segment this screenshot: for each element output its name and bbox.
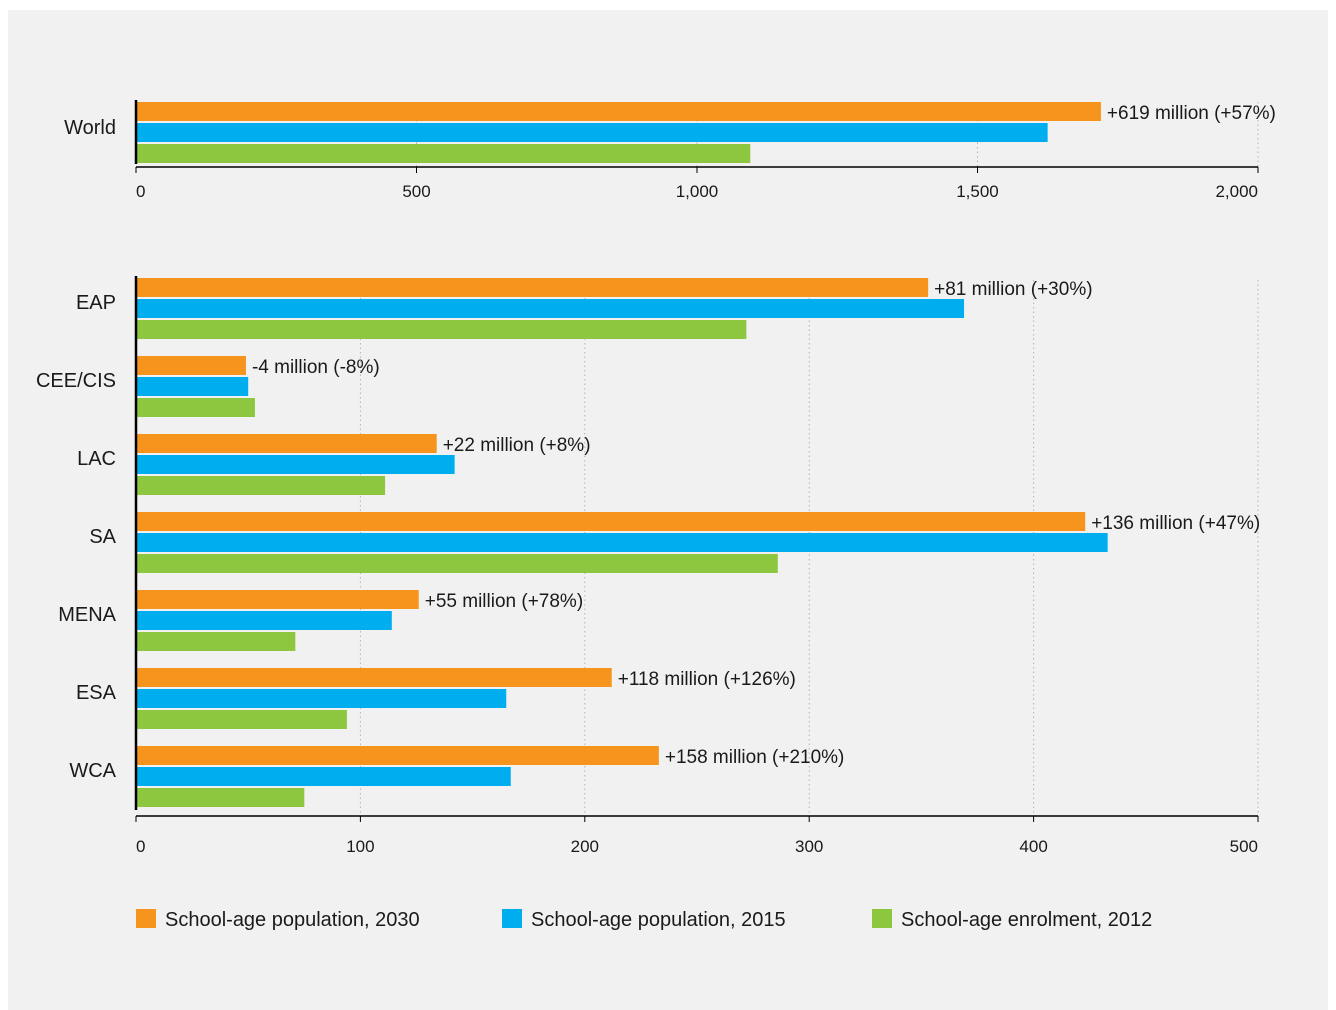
category-label: MENA (58, 604, 116, 626)
bar-school-age-population-2015 (136, 533, 1108, 552)
bar-annotation: +81 million (+30%) (934, 279, 1092, 300)
bar-annotation: -4 million (-8%) (252, 357, 380, 378)
bar-school-age-population-2030 (136, 668, 612, 687)
bar-annotation: +158 million (+210%) (665, 747, 845, 768)
bar-annotation: +55 million (+78%) (425, 591, 583, 612)
bar-school-age-population-2030 (136, 102, 1101, 121)
category-label: EAP (76, 292, 116, 314)
bar-school-age-population-2015 (136, 611, 392, 630)
bar-school-age-population-2015 (136, 689, 507, 708)
bar-school-age-enrolment-2012 (136, 788, 305, 807)
legend-swatch (136, 909, 156, 928)
legend-swatch (872, 909, 892, 928)
chart-panel: World +619 million (+57%) 0 500 1,000 1,500 2,… (8, 10, 1328, 1010)
bar-school-age-enrolment-2012 (136, 632, 296, 651)
category-label: ESA (76, 682, 117, 704)
bar-annotation: +619 million (+57%) (1107, 103, 1276, 124)
category-label: WCA (69, 760, 116, 782)
tick-label: 400 (1019, 837, 1047, 856)
bar-school-age-population-2030 (136, 512, 1086, 531)
bar-school-age-enrolment-2012 (136, 554, 778, 573)
tick-label: 1,500 (956, 182, 999, 201)
category-label: LAC (77, 448, 116, 470)
bar-annotation: +22 million (+8%) (443, 435, 591, 456)
legend-swatch (502, 909, 522, 928)
tick-label: 1,000 (676, 182, 719, 201)
bar-annotation: +136 million (+47%) (1091, 513, 1260, 534)
bar-school-age-population-2030 (136, 356, 246, 375)
tick-label: 500 (1230, 837, 1258, 856)
bar-school-age-enrolment-2012 (136, 320, 747, 339)
bar-school-age-population-2015 (136, 767, 511, 786)
category-label: CEE/CIS (36, 370, 116, 392)
legend-label: School-age population, 2030 (165, 909, 420, 931)
tick-label: 500 (402, 182, 430, 201)
tick-label: 300 (795, 837, 823, 856)
tick-label: 0 (136, 837, 145, 856)
bar-school-age-population-2015 (136, 123, 1048, 142)
bar-school-age-population-2030 (136, 590, 419, 609)
tick-label: 0 (136, 182, 145, 201)
bar-school-age-population-2015 (136, 377, 249, 396)
bar-school-age-enrolment-2012 (136, 144, 751, 163)
bar-school-age-enrolment-2012 (136, 398, 255, 417)
bar-school-age-population-2030 (136, 746, 659, 765)
bar-chart: World +619 million (+57%) 0 500 1,000 1,500 2,… (36, 100, 1276, 931)
legend-label: School-age population, 2015 (531, 909, 786, 931)
bar-school-age-enrolment-2012 (136, 476, 386, 495)
bar-school-age-population-2030 (136, 434, 437, 453)
bar-school-age-population-2015 (136, 299, 965, 318)
bar-school-age-population-2030 (136, 278, 929, 297)
bar-annotation: +118 million (+126%) (618, 669, 796, 690)
legend-label: School-age enrolment, 2012 (901, 909, 1152, 931)
category-label: World (64, 117, 116, 139)
bar-school-age-enrolment-2012 (136, 710, 347, 729)
tick-label: 2,000 (1215, 182, 1258, 201)
tick-label: 100 (346, 837, 374, 856)
tick-label: 200 (571, 837, 599, 856)
category-label: SA (89, 526, 116, 548)
bar-school-age-population-2015 (136, 455, 455, 474)
